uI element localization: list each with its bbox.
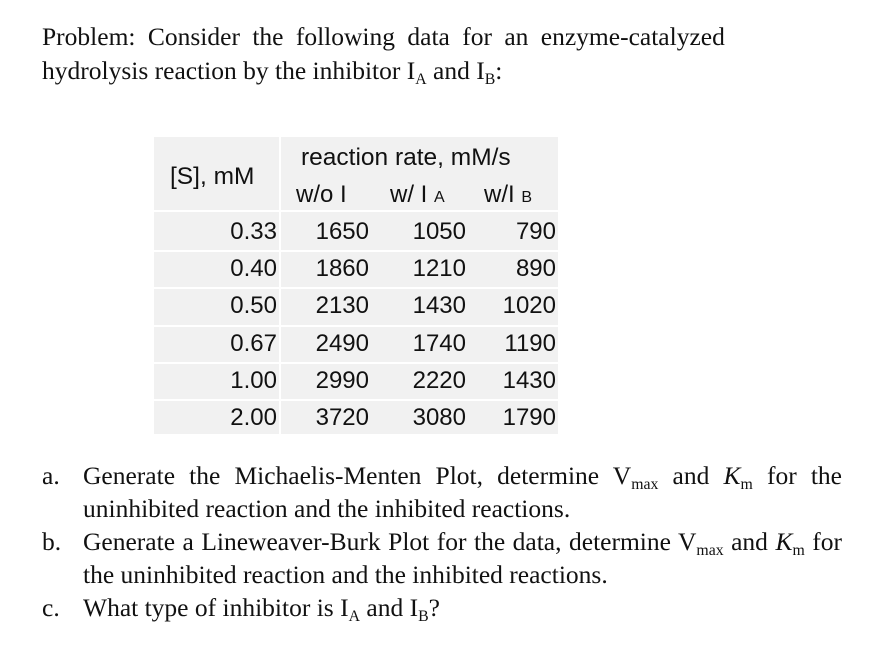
table-cell-s: 0.33: [230, 218, 277, 245]
column-header-wb: w/I B: [484, 181, 533, 208]
question-text: Generate a Lineweaver-Burk Plot for the …: [83, 527, 842, 589]
table-cell-wa: 1430: [412, 292, 466, 320]
table-cell-wo: 2490: [315, 329, 369, 357]
table-cell-wa: 1050: [412, 218, 466, 245]
table-cell-s: 0.40: [230, 255, 277, 283]
table-cell-wa: 2220: [412, 366, 466, 394]
data-table: [S], mM reaction rate, mM/s w/o I w/ I A…: [154, 137, 558, 434]
table-cell-s: 1.00: [230, 366, 277, 394]
table-cell-wa: 1210: [412, 255, 466, 283]
table-cell-s: 0.67: [230, 329, 277, 357]
question-text: What type of inhibitor is IA and IB?: [83, 593, 440, 626]
table-cell-wb: 1020: [502, 292, 556, 320]
table-divider: [279, 137, 281, 434]
table-cell-s: 0.50: [230, 292, 277, 320]
table-divider: [154, 399, 558, 401]
table-cell-s: 2.00: [230, 404, 277, 431]
table-cell-wo: 1650: [315, 218, 369, 245]
table-cell-wa: 1740: [412, 329, 466, 357]
table-cell-wo: 2990: [315, 366, 369, 394]
question-text: Generate the Michaelis-Menten Plot, dete…: [83, 461, 842, 523]
question-marker: a.: [42, 461, 60, 490]
question-b: b. Generate a Lineweaver-Burk Plot for t…: [42, 525, 842, 591]
column-header-wa: w/ I A: [390, 181, 445, 208]
problem-line-1: Problem: Consider the following data for…: [42, 22, 725, 51]
table-divider: [154, 250, 558, 253]
table-divider: [154, 210, 558, 212]
problem-statement: Problem: Consider the following data for…: [42, 20, 842, 88]
substrate-header: [S], mM: [170, 163, 255, 190]
table-cell-wb: 790: [515, 218, 556, 245]
problem-line-2: hydrolysis reaction by the inhibitor IA …: [42, 56, 503, 89]
table-cell-wo: 2130: [315, 292, 369, 320]
table-cell-wb: 1430: [502, 366, 556, 394]
questions-list: a. Generate the Michaelis-Menten Plot, d…: [42, 459, 842, 624]
table-cell-wo: 1860: [315, 255, 369, 283]
question-a: a. Generate the Michaelis-Menten Plot, d…: [42, 459, 842, 525]
column-header-wo: w/o I: [296, 181, 347, 208]
table-cell-wb: 890: [515, 255, 556, 283]
question-c: c. What type of inhibitor is IA and IB?: [42, 591, 842, 624]
table-divider: [154, 287, 558, 290]
question-marker: b.: [42, 527, 62, 556]
table-cell-wa: 3080: [412, 404, 466, 431]
question-marker: c.: [42, 593, 60, 622]
table-divider: [154, 324, 558, 327]
rate-header: reaction rate, mM/s: [301, 144, 511, 171]
table-cell-wb: 1190: [504, 329, 556, 357]
table-divider: [154, 361, 558, 364]
table-cell-wb: 1790: [502, 404, 556, 431]
table-cell-wo: 3720: [315, 404, 369, 431]
